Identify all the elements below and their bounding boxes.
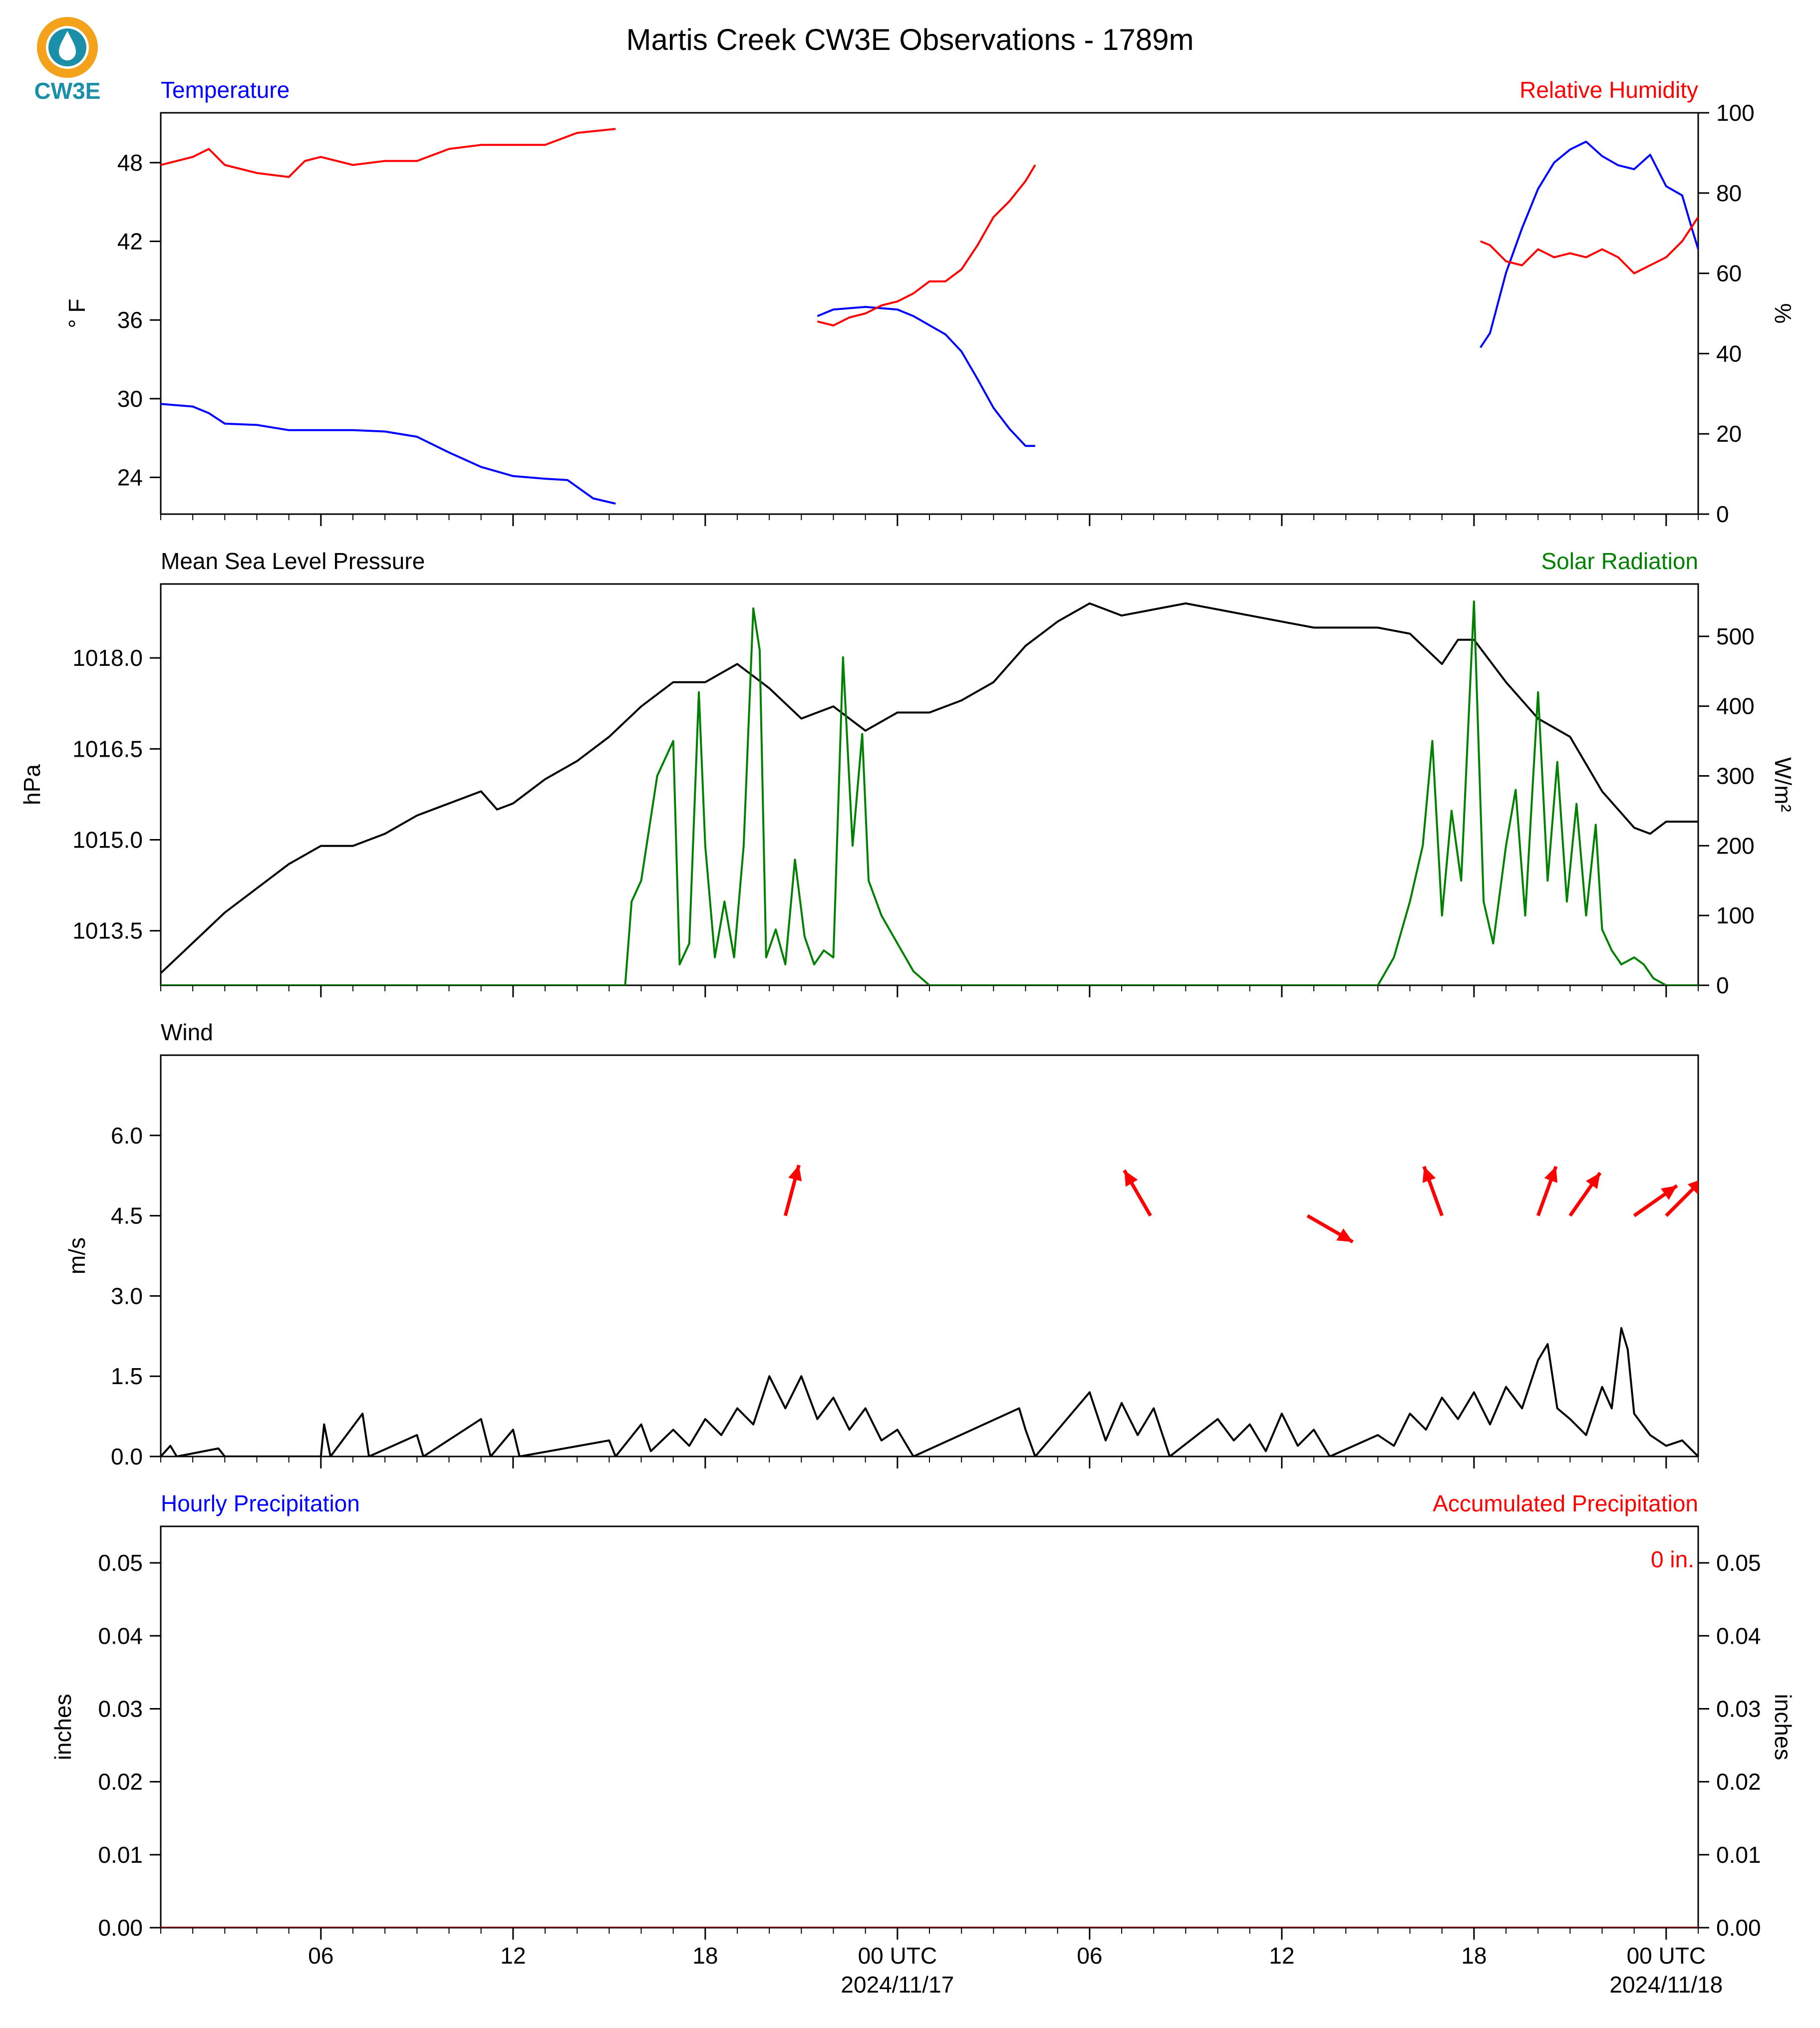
data-layer [161,128,1698,505]
accumulated-total-annotation: 0 in. [1651,1546,1694,1572]
y-right-tick-label: 100 [1716,100,1755,126]
y-left-tick-label: 0.03 [98,1696,143,1722]
y-right-axis-label: % [1770,303,1796,324]
y-left-tick-label: 0.0 [111,1444,143,1469]
y-left-tick-label: 0.02 [98,1769,143,1795]
wind-arrow [1536,1165,1558,1216]
panel-pressure-solar: 1013.5 1015.0 1016.5 1018.0 0 100 200 300 400 500… [19,548,1796,998]
panel-right-title: Relative Humidity [1519,77,1698,103]
y-left-axis-label: hPa [19,764,45,805]
logo-text: CW3E [34,78,101,104]
series-line-wind-speed [161,1327,1698,1456]
figure-title: Martis Creek CW3E Observations - 1789m [626,23,1194,56]
y-right-axis-label: W/m² [1770,757,1796,812]
y-right-tick-label: 20 [1716,421,1742,447]
series-line-relative-humidity [161,128,616,178]
y-right-tick-label: 100 [1716,902,1755,928]
y-right-tick-label: 0.01 [1716,1842,1761,1868]
y-left-tick-label: 42 [117,228,143,254]
y-right-tick-label: 40 [1716,340,1742,366]
y-left-tick-label: 4.5 [111,1203,143,1229]
wind-arrow [1665,1180,1698,1217]
x-date-label: 2024/11/18 [1609,1972,1723,1998]
y-right-tick-label: 60 [1716,261,1742,287]
y-right-tick-label: 400 [1716,693,1755,719]
x-tick-label: 18 [692,1943,718,1969]
y-left-tick-label: 1018.0 [72,645,143,671]
panel-right-title: Accumulated Precipitation [1433,1490,1698,1516]
y-right-tick-label: 0 [1716,501,1729,527]
y-right-axis-label: inches [1770,1694,1796,1760]
series-line-relative-humidity [1480,216,1698,275]
x-tick-label: 06 [1077,1943,1102,1969]
y-right-tick-label: 300 [1716,763,1755,789]
panel-left-title: Temperature [161,77,290,103]
series-line-relative-humidity [817,164,1036,327]
y-right-tick-label: 0.00 [1716,1915,1761,1941]
x-tick-label: 00 UTC [858,1943,937,1969]
y-left-tick-label: 1015.0 [72,827,143,853]
y-left-axis-label: m/s [64,1237,90,1274]
y-right-tick-label: 80 [1716,180,1742,206]
y-left-tick-label: 36 [117,307,143,333]
y-right-tick-label: 0.03 [1716,1696,1761,1722]
data-layer [161,600,1698,985]
data-layer [161,1164,1698,1456]
x-date-label: 2024/11/17 [841,1972,954,1998]
y-left-tick-label: 0.05 [98,1550,143,1576]
panel-left-title: Hourly Precipitation [161,1490,360,1516]
x-tick-label: 00 UTC [1627,1943,1706,1969]
y-right-tick-label: 0.04 [1716,1623,1761,1649]
y-left-tick-label: 30 [117,386,143,412]
series-line-temperature [161,403,616,505]
wind-arrow [1306,1214,1354,1244]
series-line-solar-radiation [161,600,1698,985]
x-tick-label: 12 [500,1943,526,1969]
y-left-tick-label: 0.04 [98,1623,143,1649]
panel-left-title: Mean Sea Level Pressure [161,548,425,574]
y-right-tick-label: 500 [1716,623,1755,649]
wind-arrow [1633,1184,1678,1217]
x-tick-label: 06 [308,1943,333,1969]
panel-precipitation: 0.00 0.01 0.02 0.03 0.04 0.05 0.00 0.01 0.02 0.03… [50,1490,1796,1941]
y-left-axis-label: ° F [64,298,90,328]
y-right-tick-label: 0.02 [1716,1769,1761,1795]
series-line-temperature [817,305,1035,447]
wind-arrow [783,1164,802,1216]
y-left-tick-label: 48 [117,150,143,176]
series-line-temperature [1480,140,1698,348]
y-right-tick-label: 0.05 [1716,1550,1761,1576]
panel-temperature-humidity: 24 30 36 42 48 0 20 40 60 80 100 Temperature Relativ… [64,77,1796,527]
series-line-mean-sea-level-pressure [161,602,1698,974]
y-left-tick-label: 1.5 [111,1363,143,1389]
wind-arrow [1422,1165,1444,1216]
y-right-tick-label: 200 [1716,833,1755,859]
y-left-tick-label: 1016.5 [72,736,143,762]
y-right-tick-label: 0 [1716,972,1729,998]
wind-arrow [1568,1171,1602,1217]
cw3e-logo: CW3E [34,17,101,104]
y-left-tick-label: 0.01 [98,1842,143,1868]
x-tick-label: 18 [1461,1943,1487,1969]
y-left-tick-label: 0.00 [98,1915,143,1941]
y-left-tick-label: 24 [117,464,143,490]
panel-right-title: Solar Radiation [1541,548,1698,574]
x-tick-label: 12 [1269,1943,1294,1969]
y-left-axis-label: inches [50,1694,76,1760]
panel-wind: 0.0 1.5 3.0 4.5 6.0 Wind m/s [64,1019,1699,1469]
y-left-tick-label: 3.0 [111,1283,143,1309]
y-left-tick-label: 1013.5 [72,918,143,944]
y-left-tick-label: 6.0 [111,1123,143,1149]
panel-left-title: Wind [161,1019,213,1045]
wind-arrow [1123,1169,1152,1217]
